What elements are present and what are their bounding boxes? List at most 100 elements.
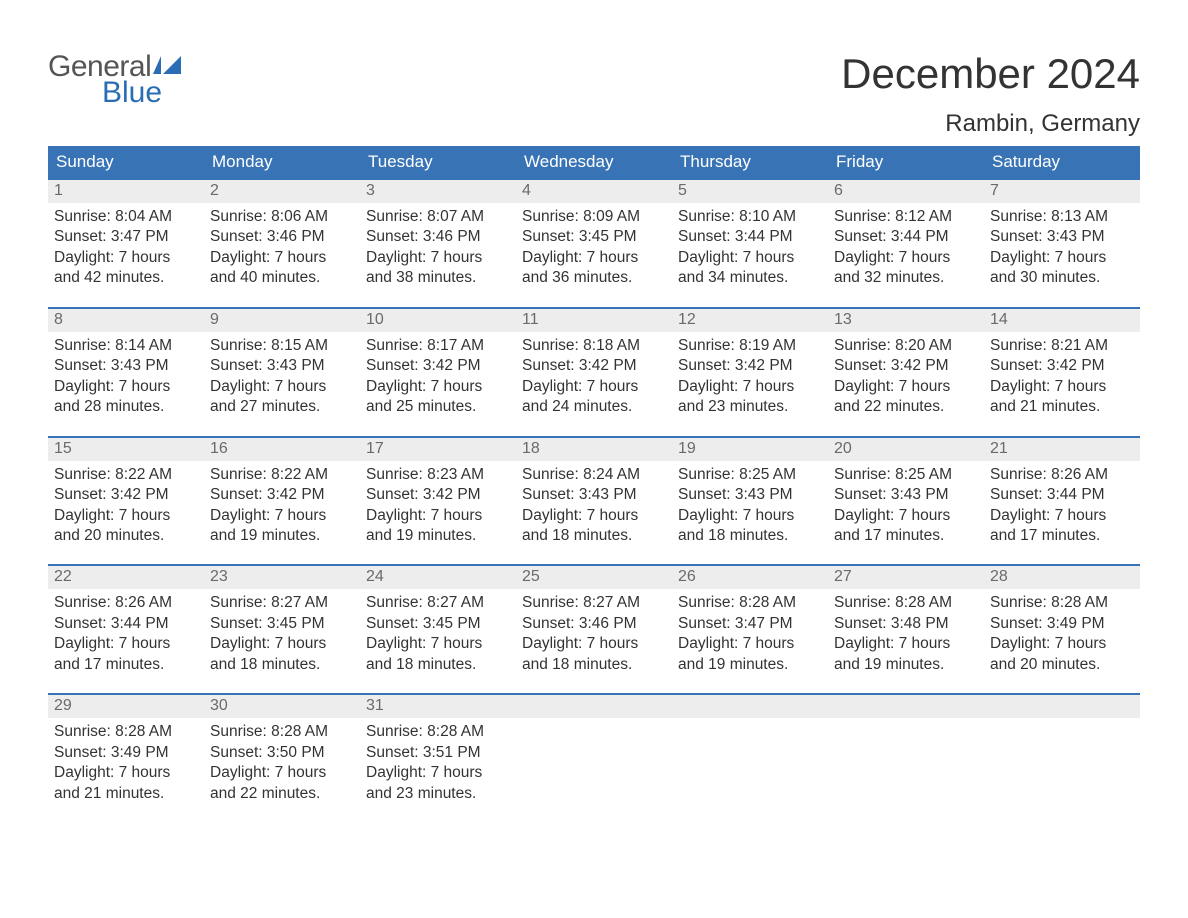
weekday-header-cell: Sunday [48,146,204,178]
day-number [828,695,984,718]
day-details: Sunrise: 8:13 AMSunset: 3:43 PMDaylight:… [984,203,1140,293]
daylight-line1: Daylight: 7 hours [210,377,354,397]
calendar-day: 12Sunrise: 8:19 AMSunset: 3:42 PMDayligh… [672,309,828,422]
daylight-line1: Daylight: 7 hours [210,763,354,783]
sunrise-text: Sunrise: 8:22 AM [210,465,354,485]
daylight-line1: Daylight: 7 hours [990,377,1134,397]
calendar-day: 11Sunrise: 8:18 AMSunset: 3:42 PMDayligh… [516,309,672,422]
day-number: 21 [984,438,1140,461]
daylight-line2: and 20 minutes. [54,526,198,546]
sunset-text: Sunset: 3:49 PM [990,614,1134,634]
sunset-text: Sunset: 3:45 PM [522,227,666,247]
daylight-line2: and 28 minutes. [54,397,198,417]
day-number: 19 [672,438,828,461]
sunrise-text: Sunrise: 8:21 AM [990,336,1134,356]
daylight-line1: Daylight: 7 hours [54,377,198,397]
day-details: Sunrise: 8:09 AMSunset: 3:45 PMDaylight:… [516,203,672,293]
daylight-line1: Daylight: 7 hours [366,634,510,654]
sunset-text: Sunset: 3:44 PM [54,614,198,634]
day-number: 6 [828,180,984,203]
day-details: Sunrise: 8:28 AMSunset: 3:49 PMDaylight:… [48,718,204,808]
calendar-day: 2Sunrise: 8:06 AMSunset: 3:46 PMDaylight… [204,180,360,293]
calendar-day: 31Sunrise: 8:28 AMSunset: 3:51 PMDayligh… [360,695,516,808]
sunrise-text: Sunrise: 8:10 AM [678,207,822,227]
sunset-text: Sunset: 3:47 PM [54,227,198,247]
calendar-day [828,695,984,808]
day-number: 11 [516,309,672,332]
daylight-line2: and 18 minutes. [522,526,666,546]
calendar-day: 29Sunrise: 8:28 AMSunset: 3:49 PMDayligh… [48,695,204,808]
day-number: 26 [672,566,828,589]
daylight-line1: Daylight: 7 hours [522,248,666,268]
day-details: Sunrise: 8:28 AMSunset: 3:47 PMDaylight:… [672,589,828,679]
daylight-line1: Daylight: 7 hours [834,377,978,397]
daylight-line2: and 34 minutes. [678,268,822,288]
header: General Blue December 2024 Rambin, Germa… [48,50,1140,138]
day-details: Sunrise: 8:06 AMSunset: 3:46 PMDaylight:… [204,203,360,293]
calendar-day: 27Sunrise: 8:28 AMSunset: 3:48 PMDayligh… [828,566,984,679]
sunset-text: Sunset: 3:51 PM [366,743,510,763]
calendar-day: 7Sunrise: 8:13 AMSunset: 3:43 PMDaylight… [984,180,1140,293]
day-details: Sunrise: 8:25 AMSunset: 3:43 PMDaylight:… [672,461,828,551]
sunset-text: Sunset: 3:49 PM [54,743,198,763]
sunset-text: Sunset: 3:43 PM [210,356,354,376]
sunrise-text: Sunrise: 8:24 AM [522,465,666,485]
daylight-line1: Daylight: 7 hours [990,634,1134,654]
day-number [984,695,1140,718]
day-details: Sunrise: 8:19 AMSunset: 3:42 PMDaylight:… [672,332,828,422]
sunrise-text: Sunrise: 8:26 AM [990,465,1134,485]
day-number: 10 [360,309,516,332]
daylight-line1: Daylight: 7 hours [366,506,510,526]
day-number: 4 [516,180,672,203]
weekday-header-cell: Monday [204,146,360,178]
calendar-day: 16Sunrise: 8:22 AMSunset: 3:42 PMDayligh… [204,438,360,551]
weekday-header-cell: Tuesday [360,146,516,178]
sunset-text: Sunset: 3:44 PM [834,227,978,247]
daylight-line2: and 24 minutes. [522,397,666,417]
weekday-header-cell: Saturday [984,146,1140,178]
sunrise-text: Sunrise: 8:25 AM [834,465,978,485]
sunset-text: Sunset: 3:43 PM [522,485,666,505]
sunset-text: Sunset: 3:45 PM [210,614,354,634]
calendar-day: 9Sunrise: 8:15 AMSunset: 3:43 PMDaylight… [204,309,360,422]
sunset-text: Sunset: 3:45 PM [366,614,510,634]
calendar-day: 14Sunrise: 8:21 AMSunset: 3:42 PMDayligh… [984,309,1140,422]
calendar-day: 20Sunrise: 8:25 AMSunset: 3:43 PMDayligh… [828,438,984,551]
calendar-day: 28Sunrise: 8:28 AMSunset: 3:49 PMDayligh… [984,566,1140,679]
daylight-line2: and 23 minutes. [366,784,510,804]
day-details: Sunrise: 8:14 AMSunset: 3:43 PMDaylight:… [48,332,204,422]
day-details: Sunrise: 8:27 AMSunset: 3:45 PMDaylight:… [204,589,360,679]
sunrise-text: Sunrise: 8:07 AM [366,207,510,227]
calendar-week: 15Sunrise: 8:22 AMSunset: 3:42 PMDayligh… [48,436,1140,551]
day-number: 17 [360,438,516,461]
calendar-day: 23Sunrise: 8:27 AMSunset: 3:45 PMDayligh… [204,566,360,679]
day-details: Sunrise: 8:21 AMSunset: 3:42 PMDaylight:… [984,332,1140,422]
sunrise-text: Sunrise: 8:28 AM [210,722,354,742]
day-number: 8 [48,309,204,332]
day-details: Sunrise: 8:07 AMSunset: 3:46 PMDaylight:… [360,203,516,293]
day-details: Sunrise: 8:23 AMSunset: 3:42 PMDaylight:… [360,461,516,551]
daylight-line2: and 17 minutes. [54,655,198,675]
calendar-day: 5Sunrise: 8:10 AMSunset: 3:44 PMDaylight… [672,180,828,293]
daylight-line1: Daylight: 7 hours [678,377,822,397]
calendar-day: 25Sunrise: 8:27 AMSunset: 3:46 PMDayligh… [516,566,672,679]
sunset-text: Sunset: 3:44 PM [678,227,822,247]
daylight-line2: and 21 minutes. [990,397,1134,417]
calendar-day: 4Sunrise: 8:09 AMSunset: 3:45 PMDaylight… [516,180,672,293]
daylight-line2: and 42 minutes. [54,268,198,288]
day-number: 1 [48,180,204,203]
sunset-text: Sunset: 3:42 PM [678,356,822,376]
sunrise-text: Sunrise: 8:12 AM [834,207,978,227]
daylight-line2: and 32 minutes. [834,268,978,288]
daylight-line1: Daylight: 7 hours [990,506,1134,526]
calendar-day: 22Sunrise: 8:26 AMSunset: 3:44 PMDayligh… [48,566,204,679]
daylight-line1: Daylight: 7 hours [366,248,510,268]
calendar-day: 17Sunrise: 8:23 AMSunset: 3:42 PMDayligh… [360,438,516,551]
sunset-text: Sunset: 3:43 PM [990,227,1134,247]
sunrise-text: Sunrise: 8:04 AM [54,207,198,227]
sunrise-text: Sunrise: 8:13 AM [990,207,1134,227]
daylight-line1: Daylight: 7 hours [54,763,198,783]
day-details: Sunrise: 8:22 AMSunset: 3:42 PMDaylight:… [48,461,204,551]
sunrise-text: Sunrise: 8:26 AM [54,593,198,613]
daylight-line2: and 23 minutes. [678,397,822,417]
